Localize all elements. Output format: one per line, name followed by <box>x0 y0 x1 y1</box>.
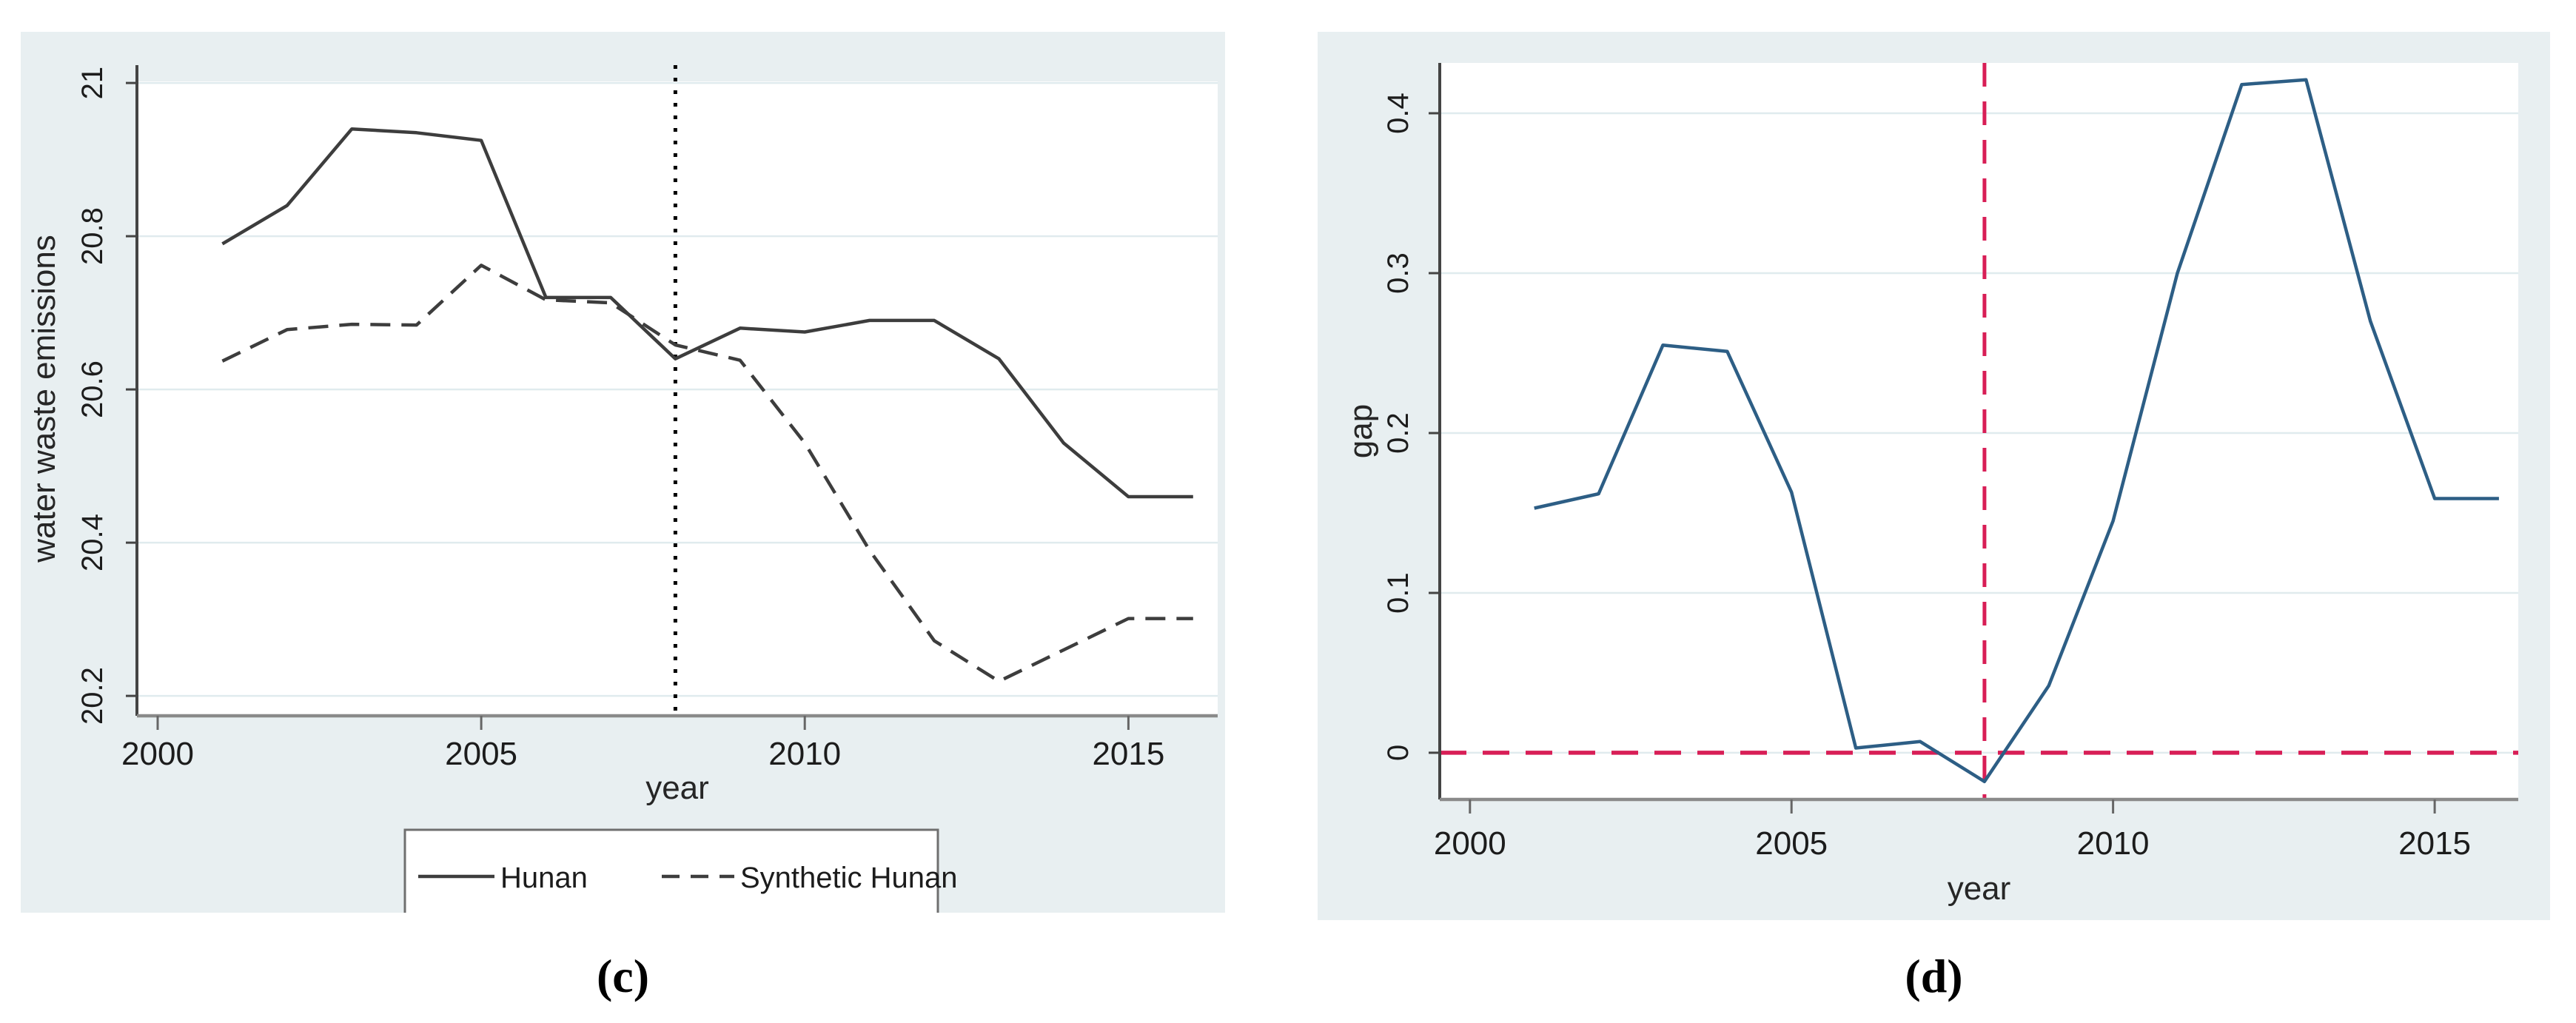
hunan-line <box>221 127 1193 499</box>
caption-c: (c) <box>596 950 650 1002</box>
y-tick-label: 20.8 <box>76 207 109 265</box>
y-tick-label: 20.2 <box>76 667 109 725</box>
panel-c: 20.2 20.4 20.6 20.8 21 2000 2005 2010 2015 year wa… <box>21 32 1225 913</box>
legend-label-synthetic-hunan: Synthetic Hunan <box>740 862 958 894</box>
legend-label-hunan: Hunan <box>500 862 588 894</box>
y-tick-label: 0.2 <box>1382 412 1415 454</box>
y-tick-label: 0 <box>1382 745 1415 761</box>
plot-area <box>137 81 1218 716</box>
y-tick-label: 20.6 <box>76 360 109 418</box>
y-tick-label: 21 <box>76 67 109 100</box>
chart-d-gap: 0 0.1 0.2 0.3 0.4 2000 2005 2010 2015 year gap <box>1343 63 2518 907</box>
y-axis-title: gap <box>1343 404 1379 458</box>
x-tick-label: 2005 <box>1755 825 1828 862</box>
gap-line <box>1534 78 2499 784</box>
x-tick-label: 2015 <box>1092 736 1164 772</box>
chart-c-water-waste-emissions: 20.2 20.4 20.6 20.8 21 2000 2005 2010 2015 year wa… <box>26 65 1218 913</box>
plot-area <box>1440 63 2518 799</box>
caption-d: (d) <box>1905 950 1963 1002</box>
x-tick-label: 2015 <box>2398 825 2471 862</box>
y-tick-label: 0.1 <box>1382 572 1415 614</box>
x-tick-label: 2000 <box>1434 825 1506 862</box>
y-tick-label: 0.4 <box>1382 93 1415 134</box>
synthetic-hunan-line <box>221 264 1193 683</box>
x-tick-label: 2010 <box>768 736 841 772</box>
y-axis-title: water waste emissions <box>26 235 62 563</box>
x-axis-title: year <box>645 770 709 806</box>
panel-d: 0 0.1 0.2 0.3 0.4 2000 2005 2010 2015 year gap <box>1318 32 2550 920</box>
x-tick-label: 2010 <box>2077 825 2150 862</box>
y-tick-label: 0.3 <box>1382 252 1415 294</box>
x-tick-label: 2000 <box>121 736 194 772</box>
y-tick-label: 20.4 <box>76 514 109 571</box>
legend-box <box>403 828 939 913</box>
x-tick-label: 2005 <box>445 736 517 772</box>
x-axis-title: year <box>1948 871 2011 907</box>
